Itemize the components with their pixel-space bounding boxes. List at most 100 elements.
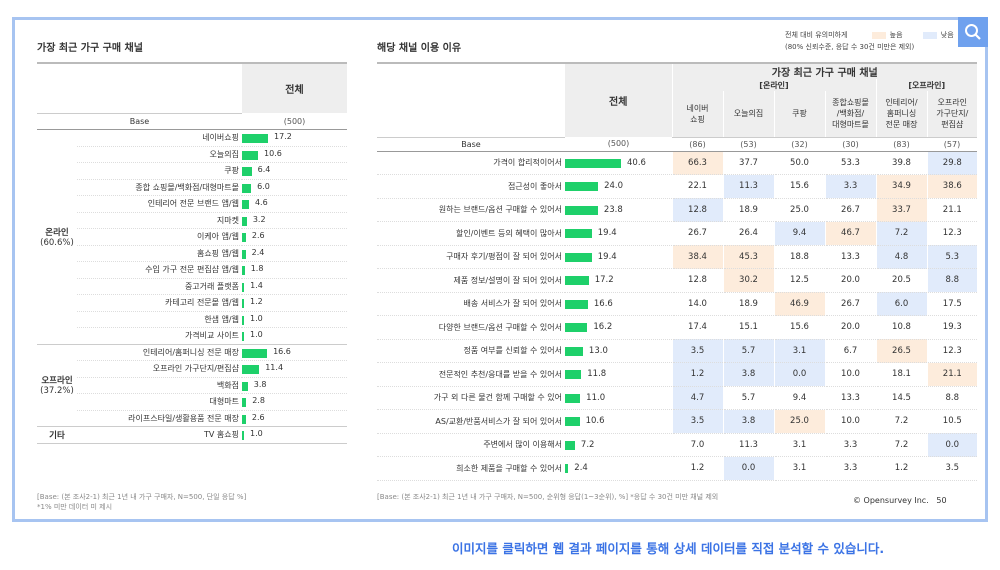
- bar-cell: 3.2: [242, 212, 347, 229]
- bar-value: 2.4: [574, 463, 588, 473]
- right-base-total: (500): [565, 137, 672, 152]
- legend-low-label: 낮음: [940, 31, 954, 39]
- bar-cell: 23.8: [565, 198, 672, 222]
- data-cell: 3.1: [773, 456, 825, 481]
- base-count: (57): [927, 137, 978, 152]
- table-row: 정품 여부를 신뢰할 수 있어서 13.0 3.5 5.7 3.1 6.7 26.5 12.3: [377, 339, 978, 363]
- data-cell: 18.9: [722, 292, 774, 316]
- data-cell: 14.0: [671, 292, 723, 316]
- data-cell: 22.1: [671, 174, 723, 199]
- data-cell: 15.6: [773, 174, 825, 199]
- data-cell: 18.1: [875, 362, 927, 387]
- bar-value: 11.4: [265, 363, 284, 372]
- data-cell: 12.5: [773, 268, 825, 293]
- table-row: 대형마트 2.8: [37, 393, 347, 411]
- table-row: 백화점 3.8: [37, 377, 347, 394]
- bar-cell: 2.6: [242, 410, 347, 427]
- bar-value: 10.6: [264, 148, 282, 158]
- bar: [565, 417, 580, 426]
- reason-label: 제품 정보/설명이 잘 되어 있어서: [377, 268, 565, 293]
- table-row: AS/교환/반품서비스가 잘 되어 있어서 10.6 3.5 3.8 25.0 10.0 7…: [377, 409, 978, 434]
- table-row: 배송 서비스가 잘 되어 있어서 16.6 14.0 18.9 46.9 26.7 6.0 1…: [377, 292, 978, 316]
- bar-value: 19.4: [597, 228, 617, 238]
- data-cell: 13.3: [824, 386, 876, 410]
- table-row: 접근성이 좋아서 24.0 22.1 11.3 15.6 3.3 34.9 38.6: [377, 174, 978, 199]
- bar-value: 16.6: [593, 298, 613, 309]
- bar: [242, 431, 244, 440]
- bar-cell: 1.0: [242, 311, 347, 328]
- channel-label: 오프라인 가구단지/편집샵: [77, 360, 242, 378]
- bar-value: 2.8: [252, 396, 265, 405]
- data-cell: 5.3: [926, 245, 978, 269]
- table-row: 주변에서 많이 이용해서 7.2 7.0 11.3 3.1 3.3 7.2 0.0: [377, 433, 978, 457]
- table-row: 중고거래 플랫폼 1.4: [37, 278, 347, 295]
- legend-high-label: 높음: [889, 31, 903, 39]
- left-footnote-line1: [Base: (본 조사2-1) 최근 1년 내 가구 구매자, N=500, …: [37, 493, 247, 501]
- channel-label: 오늘의집: [77, 146, 242, 163]
- channel-label: 대형마트: [77, 393, 242, 411]
- bar-value: 6.0: [257, 181, 270, 191]
- table-row: 제품 정보/설명이 잘 되어 있어서 17.2 12.8 30.2 12.5 20.0 20…: [377, 268, 978, 293]
- table-row: 희소한 제품을 구매할 수 있어서 2.4 1.2 0.0 3.1 3.3 1.2 3.5: [377, 456, 978, 481]
- data-cell: 3.5: [671, 339, 723, 363]
- search-icon: [965, 24, 981, 40]
- bar-cell: 1.4: [242, 278, 347, 295]
- table-row: 기타 TV 홈쇼핑 1.0: [37, 426, 347, 444]
- bar-cell: 7.2: [565, 433, 672, 457]
- data-cell: 25.0: [773, 198, 825, 222]
- right-header-blank: [377, 62, 565, 138]
- bar: [242, 299, 244, 308]
- bar: [242, 167, 252, 176]
- cta-link[interactable]: 이미지를 클릭하면 웹 결과 페이지를 통해 상세 데이터를 직접 분석할 수 …: [452, 541, 885, 556]
- base-count: (86): [672, 137, 723, 152]
- table-row: 원하는 브랜드/옵션 구매할 수 있어서 23.8 12.8 18.9 25.0 26.7…: [377, 198, 978, 222]
- bar: [565, 158, 621, 168]
- bar: [565, 393, 581, 403]
- slide-frame[interactable]: 가장 최근 가구 구매 채널 해당 채널 이용 이유 전체 대비 유의미하게 높…: [12, 17, 988, 522]
- reason-label: 원하는 브랜드/옵션 구매할 수 있어서: [377, 198, 565, 222]
- bar-value: 24.0: [604, 181, 624, 191]
- table-row: 가격비교 사이트 1.0: [37, 327, 347, 345]
- left-header-blank: [37, 62, 242, 114]
- group-label: 오프라인 (37.2%): [37, 344, 77, 427]
- group-share: (37.2%): [40, 386, 74, 397]
- bar: [242, 183, 252, 193]
- data-cell: 46.9: [773, 292, 825, 316]
- bar-cell: 2.4: [565, 456, 672, 481]
- bar-value: 40.6: [627, 157, 646, 168]
- column-header: 오프라인 가구단지/ 편집샵: [926, 91, 978, 138]
- channel-label: 수입 가구 전문 편집샵 앱/웹: [77, 261, 242, 279]
- table-row: 홈쇼핑 앱/웹 2.4: [37, 245, 347, 262]
- bar-cell: 1.0: [242, 327, 347, 345]
- bar-cell: 2.8: [242, 393, 347, 411]
- data-cell: 0.0: [722, 456, 774, 481]
- table-row: 이케아 앱/웹 2.6: [37, 228, 347, 246]
- bar: [242, 348, 268, 358]
- data-cell: 15.6: [773, 315, 825, 340]
- bar-cell: 6.0: [242, 179, 347, 196]
- data-cell: 26.7: [824, 292, 876, 316]
- bar-value: 2.4: [251, 247, 265, 257]
- data-cell: 18.9: [722, 198, 774, 222]
- bar-value: 4.6: [254, 198, 268, 207]
- legend-low-swatch: [922, 31, 937, 39]
- bar: [242, 414, 246, 424]
- data-cell: 4.7: [671, 386, 723, 410]
- search-button[interactable]: [958, 17, 988, 47]
- channel-header: 가장 최근 가구 구매 채널: [671, 62, 978, 79]
- right-chart-title: 해당 채널 이용 이유: [377, 43, 462, 54]
- reason-label: 정품 여부를 신뢰할 수 있어서: [377, 339, 565, 363]
- bar: [242, 315, 244, 325]
- bar-value: 1.0: [250, 313, 263, 323]
- bar-value: 7.2: [580, 439, 595, 450]
- bar-cell: 3.8: [242, 377, 347, 394]
- data-cell: 10.5: [926, 409, 978, 434]
- bar-value: 1.2: [250, 297, 263, 306]
- data-cell: 50.0: [773, 151, 825, 175]
- data-cell: 12.8: [671, 268, 723, 293]
- right-total-header: 전체: [565, 62, 672, 137]
- bar: [565, 182, 599, 191]
- bar: [565, 252, 592, 262]
- bar: [565, 276, 589, 285]
- bar-cell: 2.6: [242, 228, 347, 246]
